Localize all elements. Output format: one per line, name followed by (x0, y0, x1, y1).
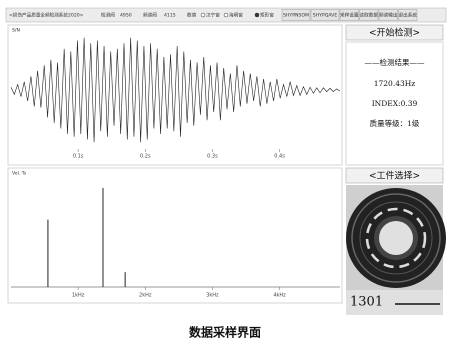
toolbar-button-label[interactable]: 退出系统 (399, 12, 418, 19)
x-tick-label: 2kHz (139, 293, 152, 299)
start-button-label[interactable]: <开始检测> (369, 27, 420, 39)
label: 频谱阀 (143, 12, 157, 19)
radio[interactable] (201, 13, 205, 17)
x-tick-label: 4kHz (273, 293, 286, 299)
x-tick-label: 0.1s (73, 154, 84, 160)
toolbar-button-label[interactable]: 频谱输出 (379, 12, 398, 19)
x-tick-label: 0.2s (140, 154, 151, 160)
panel-label: Vol. Ts (12, 171, 27, 177)
x-tick-label: 0.4s (274, 154, 285, 160)
radio-label[interactable]: 海明窗 (229, 12, 243, 19)
frequency: 1720.43Hz (374, 79, 416, 88)
index: INDEX:0.39 (372, 99, 418, 108)
x-tick-label: 0.3s (207, 154, 218, 160)
toolbar-button-label[interactable]: 采样设置 (340, 12, 359, 19)
grade: 质量等级：1级 (370, 118, 420, 128)
radio-label[interactable]: 矩形窗 (260, 12, 274, 19)
value: 4115 (164, 13, 176, 19)
x-tick-label: 3kHz (206, 293, 219, 299)
radio[interactable] (224, 13, 228, 17)
panel-label: S/N (12, 28, 20, 34)
toolbar-button-label[interactable]: SHYPQAVE (313, 13, 338, 19)
result-heading: ——检测结果—— (365, 57, 425, 67)
app-title: <损伤产品质量全频检测系统2020> (9, 12, 84, 19)
spectrum-panel (8, 168, 342, 303)
screen: <损伤产品质量全频检测系统2020> 检测阀 4950 频谱阀 4115 数值 … (0, 0, 451, 344)
toolbar-button-label[interactable]: SHYPNSOM (283, 13, 309, 19)
select-button-label[interactable]: <工件选择> (369, 170, 420, 182)
label: 检测阀 (101, 12, 115, 19)
value: 4950 (120, 13, 132, 19)
radio[interactable] (255, 13, 259, 17)
x-tick-label: 1kHz (72, 293, 85, 299)
ring-hole (379, 221, 413, 255)
toolbar-button-label[interactable]: 读取数据 (360, 12, 379, 19)
workpiece-id: 1301 (350, 295, 383, 310)
radio-label[interactable]: 汉宁窗 (206, 12, 220, 19)
label: 数值 (187, 12, 197, 19)
caption: 数据采样界面 (189, 325, 261, 340)
